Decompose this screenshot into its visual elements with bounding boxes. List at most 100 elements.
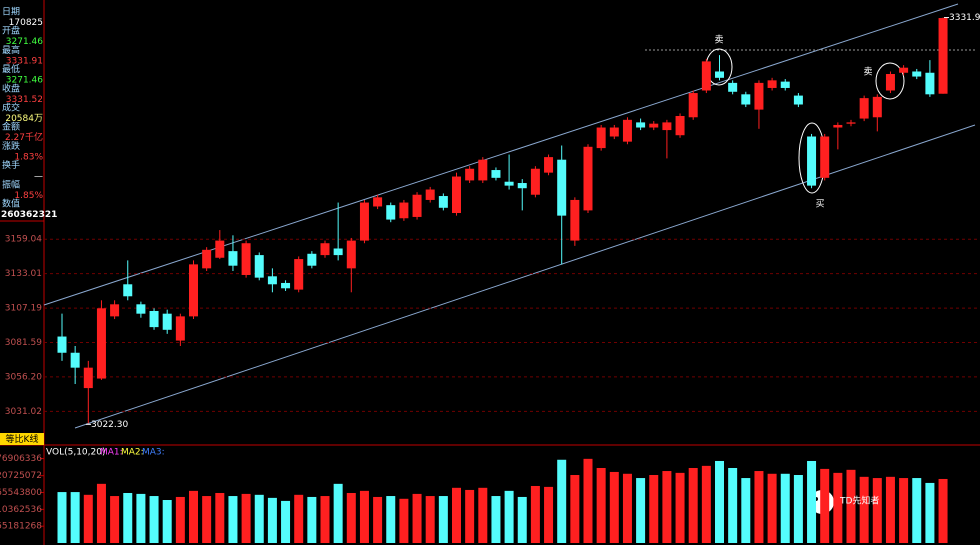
candle-body: [820, 136, 830, 178]
volume-bar: [925, 482, 935, 543]
candle-body: [688, 93, 698, 118]
info-label: 开盘: [2, 25, 20, 37]
volume-bar: [767, 473, 777, 543]
volume-bar: [636, 478, 646, 543]
candle-body: [452, 176, 461, 214]
volume-bar: [517, 496, 527, 543]
volume-bar: [596, 467, 606, 543]
volume-bar: [675, 472, 685, 543]
annotation: 买: [815, 199, 824, 210]
info-value: 2.27千亿: [5, 131, 43, 143]
volume-bar: [281, 500, 291, 543]
legend-entry: MA1:: [100, 448, 123, 458]
info-value: 20584万: [5, 114, 43, 124]
volume-bar: [175, 496, 185, 543]
candle-body: [359, 202, 369, 241]
volume-bar: [465, 489, 475, 543]
candle-body: [70, 352, 80, 368]
volume-bar: [162, 500, 172, 543]
y-tick-label: 3159.04: [5, 235, 42, 245]
volume-bar: [307, 496, 317, 543]
volume-bar: [741, 478, 751, 543]
info-label: 日期: [2, 7, 20, 18]
y-tick-label: 276906336: [0, 454, 42, 464]
candle-body: [478, 159, 488, 181]
candle-body: [649, 123, 659, 128]
y-tick-label: 55181268: [0, 522, 42, 532]
info-value: 3271.46: [6, 76, 43, 86]
volume-bar: [386, 496, 396, 543]
volume-bar: [425, 496, 435, 543]
info-label: 收盘: [2, 82, 20, 94]
volume-bar: [728, 467, 738, 543]
volume-bar: [359, 490, 369, 543]
volume-bar: [609, 471, 619, 543]
candle-body: [465, 168, 475, 181]
candle-body: [557, 159, 567, 216]
info-value: 170825: [9, 18, 43, 28]
volume-bar: [583, 458, 593, 543]
volume-bar: [333, 483, 343, 543]
candle-body: [162, 313, 172, 330]
y-tick-label: 165543800: [0, 488, 42, 498]
upper-channel-line: [43, 3, 959, 306]
candle-body: [254, 255, 264, 278]
candle-body: [149, 311, 159, 328]
y-tick-label: 3031.02: [5, 407, 42, 417]
volume-bar: [820, 468, 830, 543]
candle-body: [899, 67, 909, 73]
info-value: 1.85%: [14, 191, 43, 201]
volume-bar: [373, 496, 383, 543]
candle-body: [123, 284, 133, 297]
candle-body: [491, 170, 501, 178]
volume-bar: [807, 460, 817, 543]
info-value: 3331.91: [6, 56, 43, 66]
candle-body: [767, 80, 777, 88]
legend-entry: MA3:: [142, 448, 165, 458]
volume-bar: [228, 496, 238, 543]
volume-bar: [491, 496, 501, 543]
candle-body: [241, 243, 251, 275]
info-label: 换手: [2, 159, 20, 171]
y-tick-label: 3133.01: [5, 269, 42, 279]
volume-bar: [688, 467, 698, 543]
volume-bar: [885, 476, 895, 543]
volume-bar: [754, 471, 764, 543]
extreme-label: 3331.91: [949, 13, 980, 23]
candle-body: [715, 71, 724, 78]
candle-body: [320, 243, 330, 256]
candle-body: [833, 124, 843, 128]
volume-bar: [320, 496, 330, 543]
y-tick-label: 220725072: [0, 471, 42, 481]
candle-body: [662, 122, 672, 131]
candle-body: [175, 316, 185, 341]
volume-bar: [938, 478, 948, 543]
volume-bar: [241, 493, 251, 543]
y-tick-label: 3081.59: [5, 338, 42, 348]
volume-bar: [780, 473, 790, 543]
volume-bar: [346, 492, 356, 543]
mode-label-box: [0, 433, 44, 445]
annotation: 卖: [863, 67, 872, 78]
candle-body: [675, 115, 685, 136]
candle-body: [622, 119, 632, 142]
candle-body: [281, 282, 291, 289]
info-label: 数值: [2, 198, 20, 210]
volume-bar: [544, 486, 554, 543]
candle-body: [583, 146, 593, 211]
candle-body: [859, 98, 869, 119]
info-value: 3271.46: [6, 37, 43, 47]
volume-bar: [110, 496, 120, 543]
candle-body: [885, 74, 895, 91]
sell-circle: [875, 62, 905, 100]
candle-body: [754, 82, 764, 110]
volume-bar: [504, 490, 514, 543]
volume-bar: [530, 485, 540, 543]
info-label: 最高: [2, 44, 20, 56]
volume-bar: [189, 490, 198, 543]
candle-body: [570, 199, 580, 241]
candle-body: [57, 336, 67, 353]
volume-bar: [622, 473, 632, 543]
candle-body: [504, 181, 514, 186]
